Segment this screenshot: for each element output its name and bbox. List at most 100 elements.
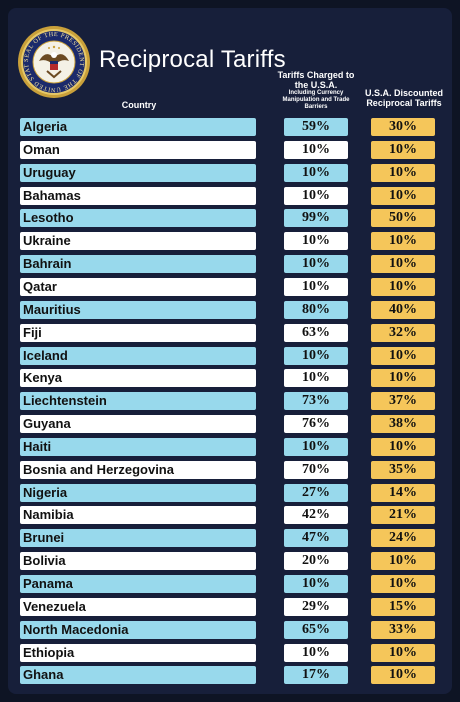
- tariff-charged-value: 99%: [284, 209, 348, 228]
- country-name: Algeria: [20, 118, 256, 136]
- country-name: Fiji: [20, 323, 256, 342]
- tariff-charged-value: 10%: [284, 255, 348, 274]
- presidential-seal-icon: SEAL OF THE PRESIDENT OF THE UNITED STAT…: [17, 25, 90, 98]
- discounted-tariff-value: 10%: [371, 277, 435, 296]
- discounted-tariff-value: 10%: [371, 255, 435, 274]
- discounted-tariff-value: 10%: [371, 232, 435, 251]
- table-row: Bahrain 10% 10%: [0, 254, 460, 274]
- country-name: Ghana: [20, 666, 256, 685]
- country-name: Guyana: [20, 415, 256, 434]
- country-name: Iceland: [20, 346, 256, 365]
- tariff-charged-value: 65%: [284, 620, 348, 639]
- country-name: Bolivia: [20, 552, 256, 571]
- country-name: Oman: [20, 140, 256, 159]
- country-name: Brunei: [20, 529, 256, 548]
- table-row: Guyana 76% 38%: [0, 414, 460, 434]
- country-name: Bahamas: [20, 186, 256, 205]
- country-name: Venezuela: [20, 597, 256, 616]
- table-row: Namibia 42% 21%: [0, 505, 460, 525]
- table-row: Ghana 17% 10%: [0, 665, 460, 685]
- table-row: Oman 10% 10%: [0, 140, 460, 160]
- header-tariffs-charged: Tariffs Charged to the U.S.A. Including …: [277, 70, 355, 111]
- discounted-tariff-value: 37%: [371, 392, 435, 411]
- tariff-charged-value: 10%: [284, 163, 348, 182]
- table-row: Fiji 63% 32%: [0, 323, 460, 343]
- country-name: Haiti: [20, 437, 256, 456]
- discounted-tariff-value: 14%: [371, 483, 435, 502]
- discounted-tariff-value: 50%: [371, 209, 435, 228]
- page-title: Reciprocal Tariffs: [99, 46, 286, 73]
- country-name: Mauritius: [20, 300, 256, 319]
- country-name: Ethiopia: [20, 643, 256, 662]
- table-row: Liechtenstein 73% 37%: [0, 391, 460, 411]
- country-name: North Macedonia: [20, 620, 256, 639]
- table-row: Qatar 10% 10%: [0, 277, 460, 297]
- discounted-tariff-value: 35%: [371, 460, 435, 479]
- discounted-tariff-value: 21%: [371, 506, 435, 525]
- table-row: Panama 10% 10%: [0, 574, 460, 594]
- tariff-charged-value: 59%: [284, 118, 348, 136]
- country-name: Uruguay: [20, 163, 256, 182]
- table-row: Nigeria 27% 14%: [0, 483, 460, 503]
- tariff-charged-value: 10%: [284, 437, 348, 456]
- table-row: Ethiopia 10% 10%: [0, 643, 460, 663]
- country-name: Nigeria: [20, 483, 256, 502]
- table-row: Bahamas 10% 10%: [0, 186, 460, 206]
- table-row: Lesotho 99% 50%: [0, 208, 460, 228]
- discounted-tariff-value: 10%: [371, 369, 435, 388]
- table-row: Iceland 10% 10%: [0, 346, 460, 366]
- discounted-tariff-value: 15%: [371, 597, 435, 616]
- discounted-tariff-value: 24%: [371, 529, 435, 548]
- country-name: Bahrain: [20, 255, 256, 274]
- tariff-charged-value: 63%: [284, 323, 348, 342]
- tariff-charged-value: 10%: [284, 643, 348, 662]
- tariff-charged-value: 70%: [284, 460, 348, 479]
- discounted-tariff-value: 30%: [371, 118, 435, 136]
- country-name: Namibia: [20, 506, 256, 525]
- discounted-tariff-value: 10%: [371, 140, 435, 159]
- tariff-charged-value: 76%: [284, 415, 348, 434]
- tariff-charged-value: 80%: [284, 300, 348, 319]
- discounted-tariff-value: 10%: [371, 163, 435, 182]
- country-name: Lesotho: [20, 209, 256, 228]
- tariff-charged-value: 10%: [284, 232, 348, 251]
- tariff-charged-value: 10%: [284, 369, 348, 388]
- table-row: North Macedonia 65% 33%: [0, 620, 460, 640]
- header-discounted-tariffs: U.S.A. Discounted Reciprocal Tariffs: [364, 88, 443, 108]
- table-row: Haiti 10% 10%: [0, 437, 460, 457]
- discounted-tariff-value: 40%: [371, 300, 435, 319]
- country-name: Kenya: [20, 369, 256, 388]
- tariff-charged-value: 29%: [284, 597, 348, 616]
- country-name: Panama: [20, 575, 256, 593]
- header-tariffs-charged-sub: Including Currency Manipulation and Trad…: [282, 90, 350, 110]
- tariff-charged-value: 10%: [284, 186, 348, 205]
- table-row: Venezuela 29% 15%: [0, 597, 460, 617]
- tariff-charged-value: 10%: [284, 277, 348, 296]
- tariff-charged-value: 27%: [284, 483, 348, 502]
- discounted-tariff-value: 10%: [371, 186, 435, 205]
- table-row: Mauritius 80% 40%: [0, 300, 460, 320]
- tariff-charged-value: 42%: [284, 506, 348, 525]
- tariff-charged-value: 10%: [284, 346, 348, 365]
- table-row: Bosnia and Herzegovina 70% 35%: [0, 460, 460, 480]
- discounted-tariff-value: 33%: [371, 620, 435, 639]
- country-name: Qatar: [20, 277, 256, 296]
- tariff-charged-value: 47%: [284, 529, 348, 548]
- discounted-tariff-value: 10%: [371, 346, 435, 365]
- table-row: Uruguay 10% 10%: [0, 163, 460, 183]
- table-row: Brunei 47% 24%: [0, 528, 460, 548]
- discounted-tariff-value: 10%: [371, 552, 435, 571]
- country-name: Ukraine: [20, 232, 256, 251]
- table-row: Ukraine 10% 10%: [0, 231, 460, 251]
- table-row: Kenya 10% 10%: [0, 368, 460, 388]
- discounted-tariff-value: 10%: [371, 643, 435, 662]
- header-country: Country: [121, 100, 157, 110]
- tariff-charged-value: 10%: [284, 575, 348, 593]
- country-name: Liechtenstein: [20, 392, 256, 411]
- tariff-charged-value: 17%: [284, 666, 348, 685]
- tariff-charged-value: 20%: [284, 552, 348, 571]
- country-name: Bosnia and Herzegovina: [20, 460, 256, 479]
- table-row: Bolivia 20% 10%: [0, 551, 460, 571]
- discounted-tariff-value: 10%: [371, 666, 435, 685]
- table-row: Algeria 59% 30%: [0, 117, 460, 137]
